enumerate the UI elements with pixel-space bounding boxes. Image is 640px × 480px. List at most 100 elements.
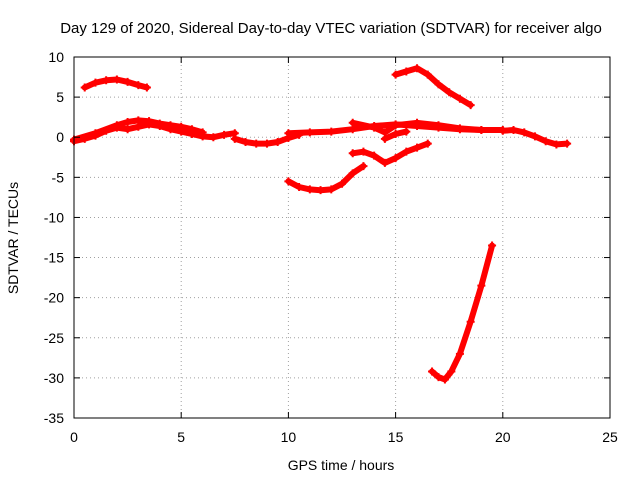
- x-tick-label: 10: [281, 429, 297, 445]
- y-tick-label: -35: [44, 410, 64, 426]
- data-point: [177, 122, 186, 131]
- data-point: [134, 81, 143, 90]
- data-point: [145, 117, 154, 126]
- data-point: [305, 128, 314, 137]
- data-point: [434, 373, 443, 382]
- plot-frame: [73, 56, 611, 419]
- data-point: [402, 147, 411, 156]
- data-point: [370, 123, 379, 132]
- data-point: [402, 127, 411, 136]
- data-point: [541, 137, 550, 146]
- data-point: [327, 127, 336, 136]
- data-point: [112, 121, 121, 130]
- data-point: [348, 118, 357, 127]
- data-point: [295, 182, 304, 191]
- data-point: [166, 121, 175, 130]
- data-point: [445, 88, 454, 97]
- data-point: [563, 139, 572, 148]
- data-point: [413, 118, 422, 127]
- data-point: [102, 76, 111, 85]
- data-point: [391, 154, 400, 163]
- y-tick-label: 10: [48, 49, 64, 65]
- x-axis-label: GPS time / hours: [288, 457, 395, 473]
- data-point: [370, 151, 379, 160]
- data-point: [348, 169, 357, 178]
- data-point: [316, 186, 325, 195]
- data-point: [477, 126, 486, 135]
- data-point: [123, 77, 132, 86]
- y-axis-label: SDTVAR / TECUs: [5, 182, 21, 294]
- data-point: [91, 78, 100, 87]
- y-tick-label: -20: [44, 290, 64, 306]
- axis-ticks: 0 5 10 15 20 25 -35 -30 -25 -20 -15 -10 -5 0 5 10: [44, 49, 618, 445]
- data-point: [198, 128, 207, 137]
- data-point: [142, 83, 151, 92]
- data-point: [305, 185, 314, 194]
- x-tick-label: 15: [388, 429, 404, 445]
- data-point: [466, 101, 475, 110]
- data-point: [123, 117, 132, 126]
- data-point: [230, 134, 239, 143]
- data-point: [123, 125, 132, 134]
- data-point: [262, 139, 271, 148]
- x-tick-label: 20: [495, 429, 511, 445]
- data-point: [428, 367, 437, 376]
- data-point: [359, 162, 368, 171]
- data-point: [413, 64, 422, 73]
- data-point: [391, 70, 400, 79]
- data-point: [552, 140, 561, 149]
- data-point: [209, 133, 218, 142]
- y-tick-label: -25: [44, 330, 64, 346]
- y-tick-label: -5: [52, 169, 65, 185]
- data-point: [80, 83, 89, 92]
- data-point: [488, 241, 497, 250]
- data-point: [284, 129, 293, 138]
- data-point: [498, 126, 507, 135]
- data-point: [440, 375, 449, 384]
- data-point: [434, 80, 443, 89]
- data-point: [530, 132, 539, 141]
- data-point: [509, 126, 518, 135]
- y-tick-label: -10: [44, 209, 64, 225]
- chart-title: Day 129 of 2020, Sidereal Day-to-day VTE…: [60, 20, 602, 37]
- data-point: [455, 94, 464, 103]
- data-point: [447, 367, 456, 376]
- data-point: [434, 121, 443, 130]
- data-point: [423, 139, 432, 148]
- data-point: [112, 75, 121, 84]
- x-tick-label: 25: [602, 429, 618, 445]
- data-point: [327, 185, 336, 194]
- data-point: [423, 70, 432, 79]
- data-point: [455, 349, 464, 358]
- data-point: [402, 67, 411, 76]
- data-point: [273, 138, 282, 147]
- data-point: [155, 119, 164, 128]
- data-point: [380, 134, 389, 143]
- data-point: [455, 124, 464, 133]
- data-point: [284, 177, 293, 186]
- data-point: [520, 128, 529, 137]
- data-series: [70, 64, 572, 384]
- y-tick-label: 0: [56, 129, 64, 145]
- data-point: [413, 143, 422, 152]
- satellite-track-12: [429, 242, 496, 383]
- data-point: [380, 158, 389, 167]
- y-tick-label: -15: [44, 250, 64, 266]
- data-point: [348, 149, 357, 158]
- data-point: [241, 138, 250, 147]
- data-point: [134, 116, 143, 125]
- grid: [74, 57, 610, 418]
- data-point: [466, 317, 475, 326]
- data-point: [187, 125, 196, 134]
- x-tick-label: 5: [177, 429, 185, 445]
- data-point: [391, 121, 400, 130]
- data-point: [91, 129, 100, 138]
- data-point: [359, 147, 368, 156]
- data-point: [391, 130, 400, 139]
- y-tick-label: -30: [44, 370, 64, 386]
- data-point: [477, 281, 486, 290]
- data-point: [338, 179, 346, 188]
- y-tick-label: 5: [56, 89, 64, 105]
- data-point: [220, 130, 229, 139]
